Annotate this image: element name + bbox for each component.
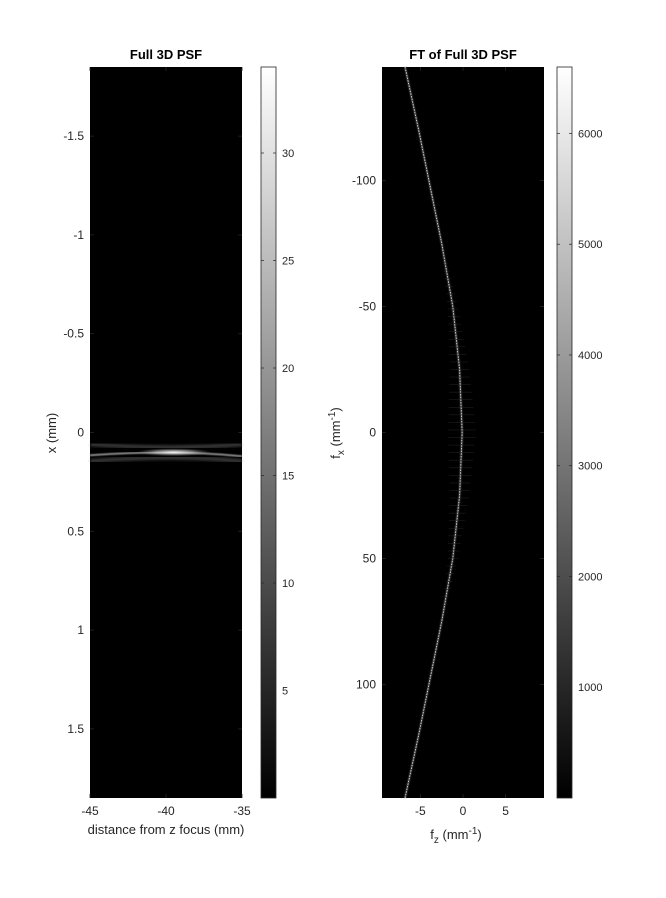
- y-tick-label: -50: [359, 299, 377, 313]
- x-tick-label: -45: [81, 804, 99, 818]
- x-tick-label: 5: [502, 804, 509, 818]
- colorbar-tick-label: 4000: [578, 350, 602, 362]
- colorbar-tick-label: 2000: [578, 571, 602, 583]
- colorbar-tick-label: 20: [282, 363, 294, 375]
- y-tick-label: -0.5: [63, 327, 84, 341]
- y-tick-label: -1: [73, 228, 84, 242]
- psf-ylabel: x (mm): [44, 413, 59, 453]
- psf-x-ticks: -45 -40 -35: [81, 67, 251, 818]
- ft-x-ticks: -5 0 5: [415, 67, 509, 818]
- ft-y-ticks: -100 -50 0 50 100: [352, 173, 544, 692]
- y-tick-label: 0: [77, 426, 84, 440]
- ft-curve-line: [404, 66, 463, 799]
- psf-xlabel: distance from z focus (mm): [88, 822, 245, 837]
- colorbar-tick-label: 10: [282, 578, 294, 590]
- colorbar-tick-label: 3000: [578, 461, 602, 473]
- ft-xlabel: fz (mm-1): [430, 826, 481, 846]
- psf-focal-spot: [135, 448, 212, 457]
- psf-plot-area: [90, 67, 242, 798]
- ft-ylabel: fx (mm-1): [327, 407, 347, 458]
- colorbar-tick-label: 5000: [578, 239, 602, 251]
- ft-curve: [403, 66, 476, 799]
- y-tick-label: -100: [352, 173, 376, 187]
- chart-psf: Full 3D PSF -45 -40 -35 -1.5 -1 -0.5 0 0.5 1 1.5…: [44, 47, 294, 837]
- y-tick-label: 0: [369, 426, 376, 440]
- colorbar-tick-label: 1000: [578, 682, 602, 694]
- x-tick-label: -35: [233, 804, 251, 818]
- ft-title: FT of Full 3D PSF: [409, 47, 517, 62]
- psf-colorbar: [260, 66, 277, 799]
- psf-title: Full 3D PSF: [130, 47, 202, 62]
- psf-feature: [89, 442, 243, 463]
- colorbar-tick-label: 6000: [578, 128, 602, 140]
- psf-upper-wing: [89, 442, 243, 449]
- psf-lower-wing: [89, 456, 243, 463]
- y-tick-label: 1: [77, 623, 84, 637]
- x-tick-label: 0: [460, 804, 467, 818]
- colorbar-tick-label: 30: [282, 148, 294, 160]
- y-tick-label: 0.5: [67, 524, 84, 538]
- colorbar-tick-label: 25: [282, 256, 294, 268]
- x-tick-label: -5: [415, 804, 426, 818]
- colorbar-tick-label: 15: [282, 471, 294, 483]
- psf-colorbar-ticks: 5 10 15 20 25 30: [261, 148, 294, 698]
- y-tick-label: 1.5: [67, 722, 84, 736]
- colorbar-tick-label: 5: [282, 686, 288, 698]
- y-tick-label: 50: [363, 552, 377, 566]
- y-tick-label: 100: [356, 678, 376, 692]
- y-tick-label: -1.5: [63, 129, 84, 143]
- x-tick-label: -40: [157, 804, 175, 818]
- psf-y-ticks: -1.5 -1 -0.5 0 0.5 1 1.5: [63, 129, 242, 736]
- ft-colorbar-ticks: 1000 2000 3000 4000 5000 6000: [557, 128, 602, 694]
- ft-colorbar: [556, 66, 573, 799]
